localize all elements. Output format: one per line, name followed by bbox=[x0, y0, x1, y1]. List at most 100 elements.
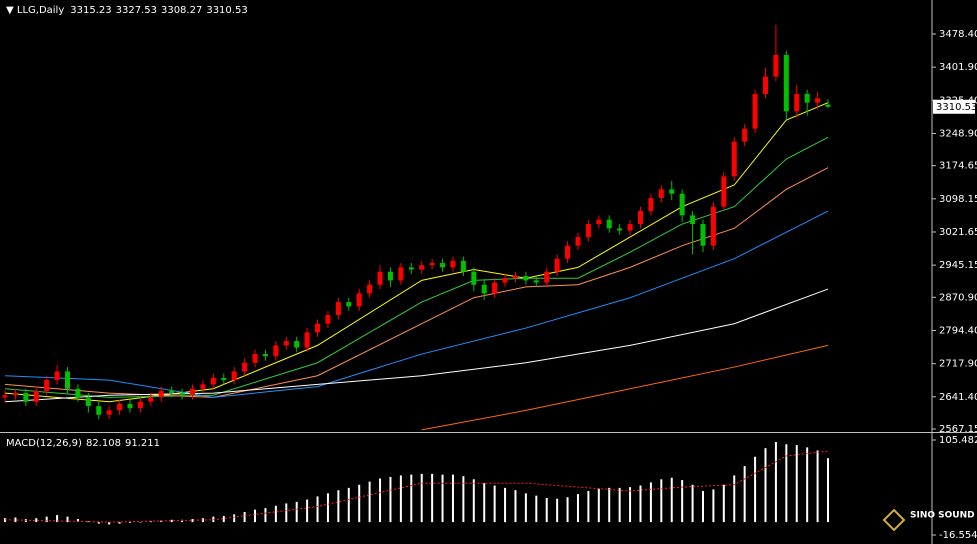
candle-body bbox=[85, 397, 91, 407]
macd-bar bbox=[649, 482, 652, 523]
candle-body bbox=[450, 260, 456, 268]
macd-bar bbox=[524, 493, 527, 523]
close: 3310.53 bbox=[206, 5, 247, 16]
macd-bar bbox=[316, 496, 319, 523]
macd-bar bbox=[504, 487, 507, 523]
candle-body bbox=[606, 219, 612, 229]
candle-body bbox=[75, 388, 81, 398]
candle-body bbox=[492, 282, 498, 294]
macd-bar bbox=[87, 521, 90, 523]
candle-body bbox=[742, 128, 748, 142]
candle-body bbox=[179, 393, 185, 396]
candle-body bbox=[398, 267, 404, 281]
macd-bar bbox=[97, 522, 100, 524]
macd-bar bbox=[222, 515, 225, 523]
macd-bar bbox=[347, 487, 350, 523]
macd-bar bbox=[410, 474, 413, 523]
moving-average bbox=[4, 210, 829, 398]
open: 3315.23 bbox=[70, 5, 111, 16]
macd-bar bbox=[337, 490, 340, 523]
low: 3308.27 bbox=[161, 5, 202, 16]
macd-bar bbox=[35, 518, 38, 523]
macd-bar bbox=[326, 493, 329, 523]
candle-body bbox=[565, 245, 571, 259]
macd-bar bbox=[358, 484, 361, 523]
macd-bar bbox=[274, 505, 277, 523]
candle-body bbox=[221, 377, 227, 381]
candle-body bbox=[575, 237, 581, 246]
candle-body bbox=[200, 384, 206, 389]
candle-body bbox=[429, 263, 435, 266]
macd-bar bbox=[379, 478, 382, 523]
macd-bar bbox=[733, 475, 736, 523]
macd-bar bbox=[556, 498, 559, 523]
macd-bar bbox=[483, 483, 486, 523]
macd-bar bbox=[441, 474, 444, 523]
macd-bar bbox=[712, 489, 715, 523]
candle-body bbox=[752, 93, 758, 129]
header: ▼ LLG,Daily 3315.23 3327.53 3308.27 3310.53 bbox=[6, 5, 248, 16]
candle-body bbox=[669, 189, 675, 194]
watermark: SINO SOUND bbox=[882, 508, 975, 532]
macd-bar bbox=[722, 484, 725, 523]
macd-bar bbox=[545, 497, 548, 523]
candle-body bbox=[533, 280, 539, 283]
price-label: 3310.53 bbox=[936, 102, 977, 113]
candle-body bbox=[419, 265, 425, 270]
candle-body bbox=[544, 271, 550, 283]
y-tick-label: 2794.40 bbox=[939, 325, 977, 336]
candle-body bbox=[242, 362, 248, 372]
macd-bar bbox=[420, 473, 423, 523]
macd-bar bbox=[535, 495, 538, 523]
candle-body bbox=[502, 278, 508, 283]
y-tick-label: 3021.65 bbox=[939, 227, 977, 238]
candle-body bbox=[700, 224, 706, 246]
candle-body bbox=[283, 341, 289, 346]
macd-bar bbox=[629, 487, 632, 523]
macd-bar bbox=[295, 501, 298, 523]
y-tick-label: 3174.65 bbox=[939, 161, 977, 172]
macd-bar bbox=[389, 476, 392, 523]
macd-bar bbox=[14, 517, 17, 523]
macd-bar bbox=[670, 477, 673, 523]
macd-bar bbox=[399, 475, 402, 523]
macd-bar bbox=[597, 488, 600, 523]
macd-bar bbox=[306, 499, 309, 523]
symbol: LLG,Daily bbox=[17, 5, 64, 16]
candle-body bbox=[273, 345, 279, 357]
macd-bar bbox=[149, 521, 152, 523]
candle-body bbox=[377, 271, 383, 285]
candle-body bbox=[96, 406, 102, 415]
candle-body bbox=[804, 93, 810, 103]
candle-body bbox=[325, 315, 331, 324]
macd-panel bbox=[4, 441, 829, 525]
high: 3327.53 bbox=[116, 5, 157, 16]
candle-body bbox=[335, 302, 341, 316]
macd-bar bbox=[139, 522, 142, 523]
macd-bar bbox=[56, 515, 59, 523]
macd-bar bbox=[45, 516, 48, 523]
macd-bar bbox=[827, 458, 829, 523]
y-tick-label: 3401.90 bbox=[939, 62, 977, 73]
candle-body bbox=[262, 354, 268, 357]
macd-bar bbox=[472, 479, 475, 523]
candle-body bbox=[627, 224, 633, 231]
candle-body bbox=[367, 284, 373, 294]
macd-bar bbox=[368, 481, 371, 523]
candle-body bbox=[44, 380, 50, 391]
candle-body bbox=[169, 390, 175, 394]
candle-body bbox=[137, 401, 143, 409]
candle-body bbox=[304, 332, 310, 348]
main-panel bbox=[2, 24, 831, 431]
candle-body bbox=[679, 193, 685, 216]
macd-bar bbox=[764, 448, 767, 523]
y-tick-label: 2717.90 bbox=[939, 359, 977, 370]
candle-body bbox=[710, 206, 716, 246]
candle-body bbox=[2, 395, 8, 398]
candle-body bbox=[54, 371, 60, 381]
candle-body bbox=[33, 390, 39, 402]
candle-body bbox=[512, 276, 518, 279]
macd-bar bbox=[701, 490, 704, 523]
candle-body bbox=[65, 371, 71, 389]
macd-bar bbox=[118, 522, 121, 524]
